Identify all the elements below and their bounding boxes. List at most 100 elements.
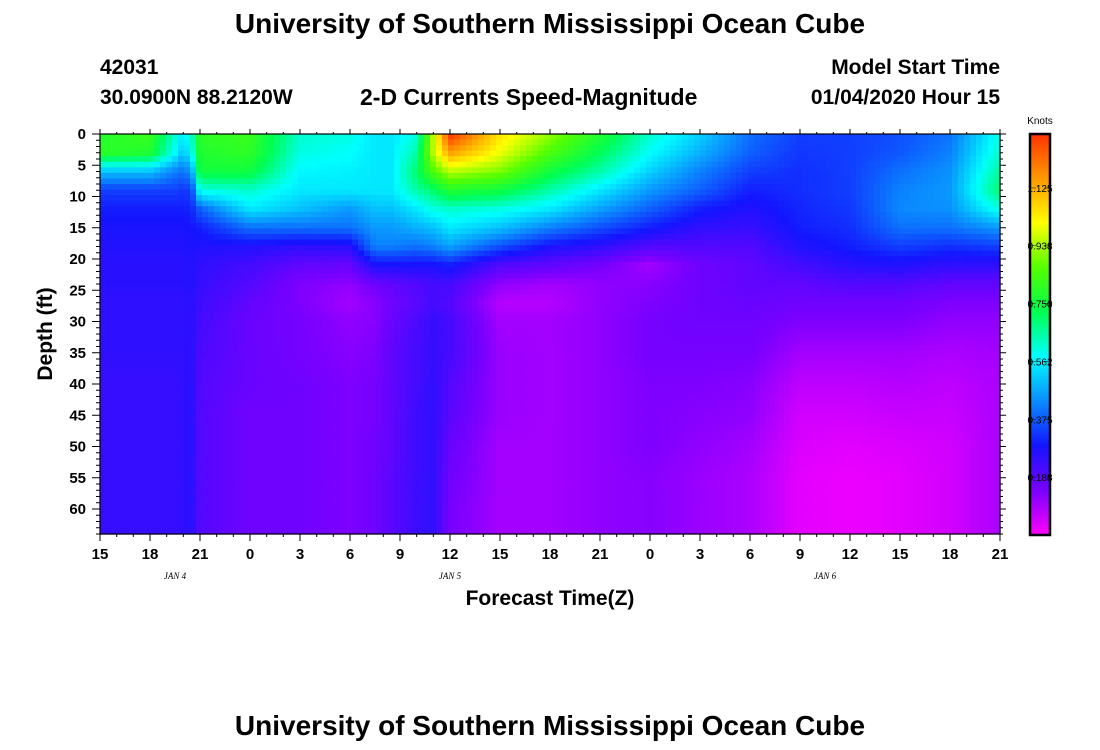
heatmap-cell bbox=[364, 406, 371, 413]
heatmap-cell bbox=[160, 195, 167, 202]
heatmap-cell bbox=[430, 189, 437, 196]
heatmap-cell bbox=[214, 195, 221, 202]
heatmap-cell bbox=[328, 156, 335, 163]
heatmap-cell bbox=[112, 167, 119, 174]
heatmap-cell bbox=[274, 345, 281, 352]
heatmap-cell bbox=[340, 384, 347, 391]
heatmap-cell bbox=[346, 484, 353, 491]
heatmap-cell bbox=[244, 334, 251, 341]
heatmap-cell bbox=[364, 500, 371, 507]
heatmap-cell bbox=[124, 311, 131, 318]
heatmap-cell bbox=[214, 267, 221, 274]
heatmap-cell bbox=[364, 478, 371, 485]
heatmap-cell bbox=[106, 478, 113, 485]
heatmap-cell bbox=[292, 178, 299, 185]
heatmap-cell bbox=[508, 267, 515, 274]
heatmap-cell bbox=[178, 422, 185, 430]
heatmap-cell bbox=[292, 511, 299, 518]
heatmap-cell bbox=[274, 456, 281, 463]
heatmap-cell bbox=[124, 511, 131, 518]
heatmap-cell bbox=[256, 450, 263, 457]
heatmap-cell bbox=[310, 367, 317, 374]
heatmap-cell bbox=[472, 178, 479, 185]
heatmap-cell bbox=[220, 156, 227, 163]
heatmap-cell bbox=[178, 345, 185, 352]
heatmap-cell bbox=[274, 334, 281, 341]
heatmap-cell bbox=[316, 172, 323, 180]
heatmap-cell bbox=[460, 367, 467, 374]
heatmap-cell bbox=[190, 234, 197, 241]
heatmap-cell bbox=[160, 256, 167, 263]
heatmap-cell bbox=[442, 361, 449, 368]
heatmap-cell bbox=[334, 284, 341, 291]
heatmap-cell bbox=[502, 134, 509, 141]
heatmap-cell bbox=[364, 378, 371, 385]
heatmap-cell bbox=[502, 217, 509, 224]
heatmap-cell bbox=[340, 322, 347, 330]
heatmap-cell bbox=[238, 261, 245, 268]
heatmap-cell bbox=[130, 261, 137, 268]
heatmap-cell bbox=[196, 200, 203, 207]
heatmap-cell bbox=[178, 511, 185, 518]
heatmap-cell bbox=[490, 134, 497, 141]
heatmap-cell bbox=[274, 367, 281, 374]
heatmap-cell bbox=[304, 467, 311, 474]
heatmap-cell bbox=[262, 195, 269, 202]
heatmap-cell bbox=[376, 472, 383, 480]
heatmap-cell bbox=[370, 495, 377, 502]
heatmap-cell bbox=[196, 522, 203, 530]
heatmap-cell bbox=[298, 489, 305, 496]
heatmap-cell bbox=[484, 356, 491, 363]
heatmap-cell bbox=[316, 150, 323, 157]
heatmap-cell bbox=[334, 511, 341, 518]
heatmap-cell bbox=[442, 472, 449, 480]
heatmap-cell bbox=[244, 445, 251, 452]
heatmap-cell bbox=[442, 428, 449, 435]
heatmap-cell bbox=[346, 328, 353, 335]
heatmap-cell bbox=[370, 184, 377, 191]
heatmap-cell bbox=[430, 150, 437, 157]
heatmap-cell bbox=[334, 245, 341, 252]
heatmap-cell bbox=[172, 395, 179, 402]
heatmap-cell bbox=[148, 139, 155, 146]
heatmap-cell bbox=[142, 378, 149, 385]
heatmap-cell bbox=[400, 484, 407, 491]
heatmap-cell bbox=[178, 306, 185, 313]
heatmap-cell bbox=[370, 211, 377, 218]
heatmap-cell bbox=[226, 500, 233, 507]
heatmap-cell bbox=[190, 500, 197, 507]
heatmap-cell bbox=[298, 256, 305, 263]
heatmap-cell bbox=[190, 456, 197, 463]
heatmap-cell bbox=[502, 306, 509, 313]
heatmap-cell bbox=[394, 272, 401, 280]
heatmap-cell bbox=[478, 317, 485, 324]
heatmap-cell bbox=[220, 139, 227, 146]
heatmap-cell bbox=[346, 206, 353, 213]
heatmap-cell bbox=[490, 284, 497, 291]
heatmap-cell bbox=[442, 450, 449, 457]
heatmap-cell bbox=[316, 495, 323, 502]
heatmap-cell bbox=[328, 478, 335, 485]
heatmap-cell bbox=[310, 311, 317, 318]
heatmap-cell bbox=[496, 156, 503, 163]
heatmap-cell bbox=[124, 222, 131, 230]
heatmap-cell bbox=[358, 456, 365, 463]
heatmap-cell bbox=[256, 234, 263, 241]
heatmap-cell bbox=[262, 484, 269, 491]
heatmap-cell bbox=[454, 234, 461, 241]
heatmap-cell bbox=[310, 389, 317, 396]
heatmap-cell bbox=[130, 334, 137, 341]
heatmap-cell bbox=[316, 317, 323, 324]
heatmap-cell bbox=[430, 172, 437, 180]
heatmap-cell bbox=[478, 228, 485, 235]
heatmap-cell bbox=[442, 522, 449, 530]
heatmap-cell bbox=[250, 445, 257, 452]
heatmap-cell bbox=[190, 200, 197, 207]
heatmap-cell bbox=[442, 372, 449, 380]
heatmap-cell bbox=[256, 389, 263, 396]
heatmap-cell bbox=[202, 467, 209, 474]
heatmap-cell bbox=[214, 328, 221, 335]
heatmap-cell bbox=[370, 167, 377, 174]
heatmap-cell bbox=[250, 217, 257, 224]
heatmap-cell bbox=[292, 322, 299, 330]
